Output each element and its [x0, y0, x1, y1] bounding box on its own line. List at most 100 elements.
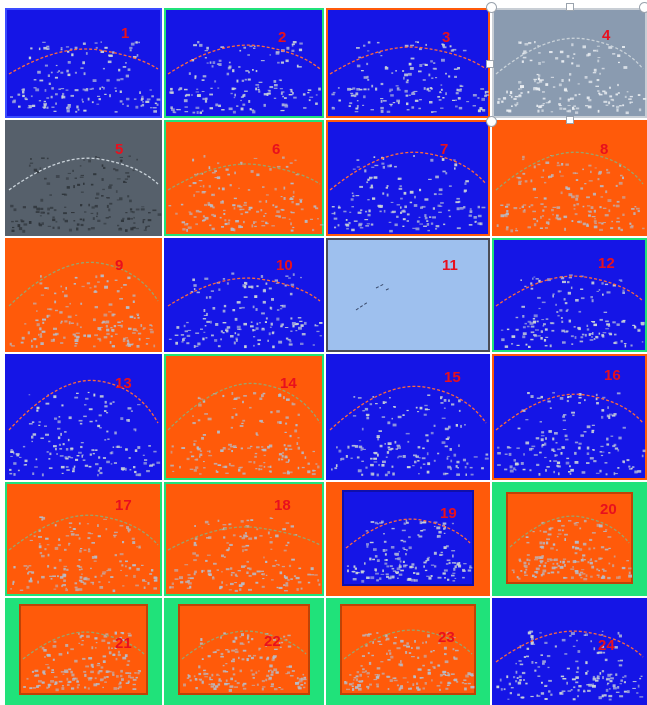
edge-speckle: [534, 669, 537, 672]
selection-handle[interactable]: [566, 3, 574, 11]
edge-speckle: [283, 396, 285, 400]
edge-speckle: [98, 581, 101, 583]
edge-speckle: [360, 209, 363, 211]
edge-speckle: [194, 570, 197, 574]
edge-speckle: [75, 588, 79, 592]
edge-speckle: [334, 467, 338, 470]
edge-speckle: [271, 579, 274, 581]
edge-speckle: [417, 656, 420, 659]
edge-speckle: [103, 222, 107, 225]
edge-speckle: [230, 464, 235, 467]
edge-speckle: [62, 218, 65, 221]
edge-speckle: [566, 55, 570, 58]
edge-speckle: [430, 431, 434, 435]
edge-speckle: [288, 665, 292, 668]
edge-speckle: [524, 565, 528, 568]
edge-speckle: [220, 449, 224, 452]
edge-speckle: [608, 416, 611, 419]
edge-speckle: [48, 458, 51, 460]
edge-speckle: [297, 681, 300, 684]
edge-speckle: [76, 322, 79, 326]
edge-speckle: [212, 393, 216, 395]
edge-speckle: [530, 641, 534, 644]
edge-speckle: [232, 408, 236, 410]
panel-image: [326, 354, 490, 480]
edge-speckle: [369, 557, 372, 561]
edge-speckle: [42, 318, 46, 321]
edge-speckle: [119, 446, 122, 448]
edge-speckle: [248, 575, 252, 577]
edge-speckle: [394, 440, 397, 444]
edge-speckle: [424, 682, 427, 685]
edge-speckle: [524, 574, 528, 576]
edge-speckle: [365, 210, 368, 213]
edge-speckle: [212, 215, 216, 217]
edge-speckle: [590, 170, 592, 174]
edge-speckle: [547, 533, 552, 536]
edge-speckle: [74, 89, 79, 92]
edge-speckle: [548, 690, 551, 693]
edge-speckle: [603, 570, 607, 572]
edge-speckle: [76, 680, 79, 683]
edge-speckle: [355, 675, 359, 678]
edge-speckle: [17, 469, 20, 472]
edge-speckle: [474, 220, 477, 223]
edge-speckle: [482, 109, 486, 112]
selection-handle[interactable]: [566, 116, 574, 124]
edge-speckle: [599, 469, 602, 473]
edge-speckle: [501, 338, 505, 342]
edge-speckle: [384, 553, 387, 556]
edge-speckle: [285, 59, 289, 63]
edge-speckle: [253, 329, 256, 332]
edge-speckle: [406, 109, 410, 111]
edge-speckle: [518, 182, 522, 185]
edge-speckle: [446, 559, 451, 562]
edge-speckle: [235, 337, 238, 341]
edge-speckle: [403, 644, 407, 647]
edge-speckle: [237, 204, 241, 208]
edge-speckle: [145, 337, 150, 339]
edge-speckle: [51, 669, 54, 671]
edge-speckle: [263, 215, 266, 217]
edge-speckle: [81, 640, 84, 642]
edge-speckle: [522, 210, 526, 213]
selection-handle[interactable]: [486, 2, 497, 13]
selection-handle[interactable]: [486, 116, 497, 127]
selection-handle[interactable]: [639, 2, 647, 13]
edge-speckle: [127, 632, 131, 634]
edge-speckle: [361, 70, 364, 72]
edge-contour: [167, 526, 321, 551]
edge-speckle: [134, 429, 137, 432]
edge-speckle: [53, 588, 57, 590]
edge-speckle: [210, 87, 213, 89]
edge-speckle: [216, 673, 219, 676]
edge-speckle: [565, 310, 568, 312]
edge-speckle: [22, 229, 26, 233]
edge-speckle: [54, 546, 59, 550]
edge-speckle: [197, 94, 201, 97]
edge-speckle: [199, 455, 201, 458]
edge-speckle: [356, 88, 360, 91]
edge-speckle: [142, 219, 146, 221]
edge-speckle: [419, 521, 423, 525]
edge-speckle: [424, 569, 428, 572]
edge-speckle: [385, 401, 387, 404]
edge-speckle: [559, 397, 564, 400]
edge-speckle: [118, 228, 123, 231]
edge-speckle: [639, 696, 644, 698]
edge-speckle: [514, 95, 519, 98]
edge-speckle: [216, 569, 219, 571]
selection-handle[interactable]: [486, 60, 494, 68]
edge-speckle: [280, 61, 284, 64]
edge-speckle: [46, 157, 49, 160]
edge-speckle: [261, 687, 264, 691]
edge-speckle: [295, 174, 299, 176]
edge-speckle: [208, 683, 211, 686]
edge-speckle: [116, 78, 121, 82]
edge-speckle: [293, 96, 297, 99]
panel-19: 19: [326, 482, 490, 596]
edge-speckle: [199, 398, 204, 400]
edge-speckle: [574, 336, 577, 339]
edge-speckle: [278, 215, 281, 218]
panel-number-label: 3: [442, 29, 451, 46]
